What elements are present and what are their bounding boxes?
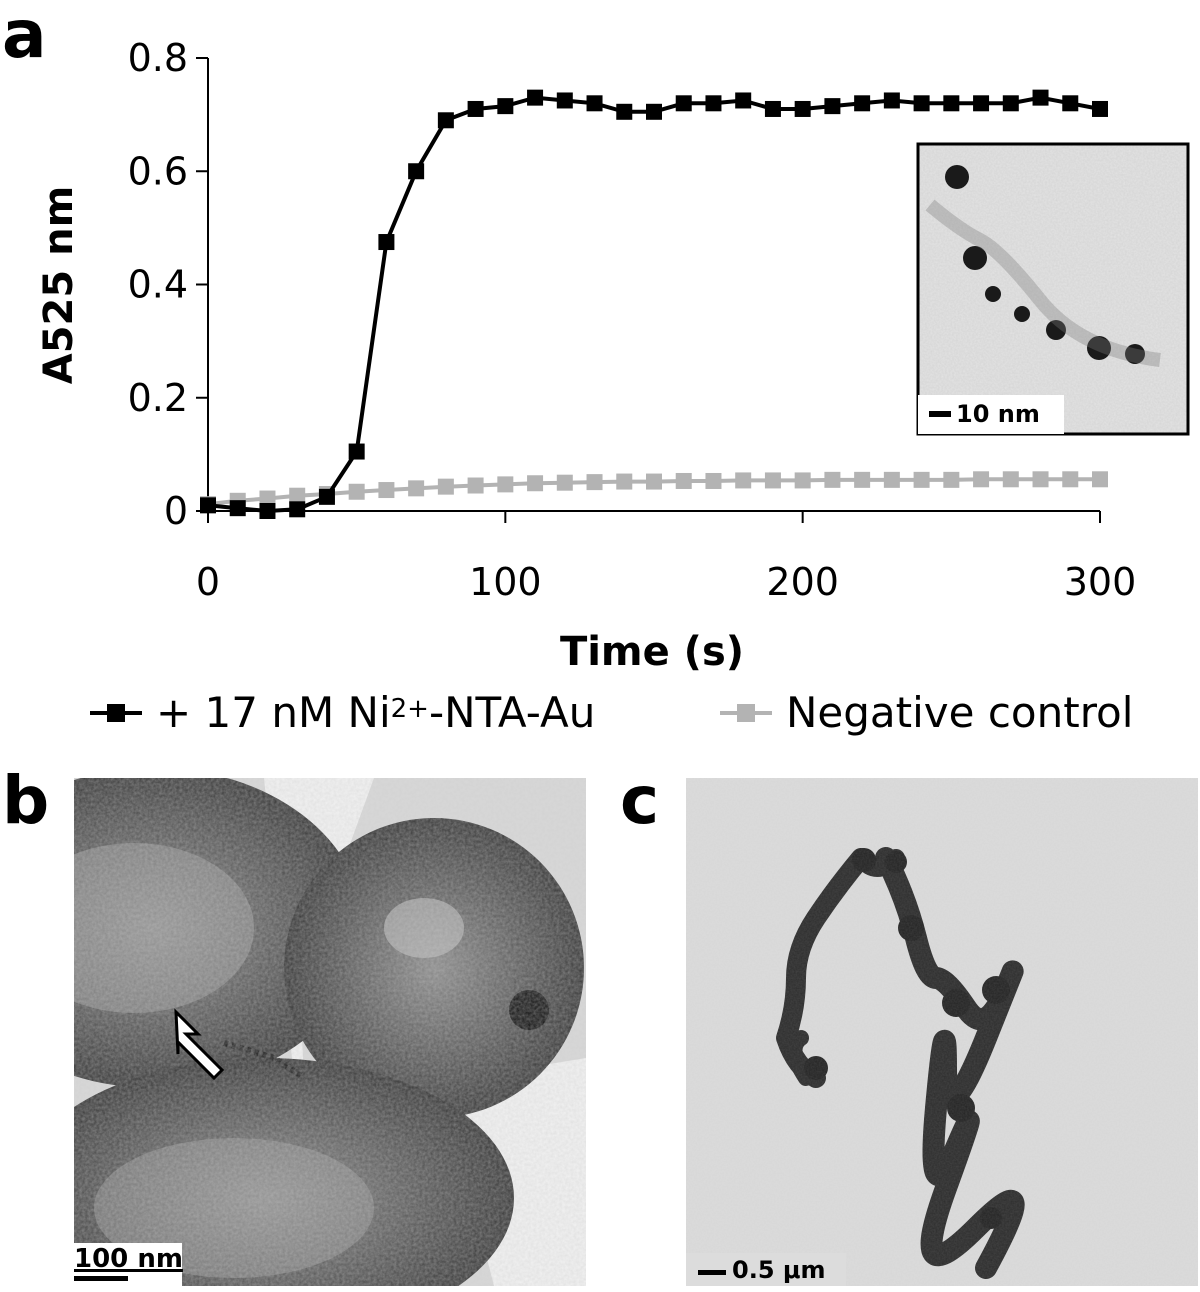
data-point [973, 471, 990, 488]
x-tick-label: 200 [766, 560, 839, 604]
data-point [646, 473, 662, 490]
data-point [883, 471, 900, 488]
legend-item-ni-nta-au: + 17 nM Ni 2+ -NTA-Au [90, 688, 595, 737]
data-point [527, 475, 544, 492]
y-tick-label: 0.4 [128, 263, 188, 307]
data-point [794, 100, 811, 117]
arrow-icon [174, 1008, 225, 1081]
data-point [289, 501, 306, 518]
inset-scale-label: 10 nm [956, 400, 1040, 428]
x-tick-label: 100 [469, 560, 542, 604]
chart-legend: + 17 nM Ni 2+ -NTA-Au Negative control [90, 688, 1190, 748]
data-point [556, 474, 573, 491]
data-point [675, 95, 692, 112]
data-point [1092, 100, 1108, 117]
data-point [467, 100, 484, 117]
data-point [378, 234, 395, 251]
data-point [913, 95, 930, 112]
data-point [1032, 89, 1049, 106]
data-point [794, 472, 811, 489]
data-point [735, 472, 752, 489]
data-point [824, 98, 841, 115]
data-point [705, 472, 722, 489]
panel-letter-c: c [620, 762, 660, 839]
panel-letter-b: b [2, 762, 50, 839]
y-tick-label: 0 [164, 489, 188, 533]
data-point [1002, 95, 1019, 112]
data-point [943, 471, 960, 488]
legend-swatch-grey [720, 703, 772, 722]
data-point [497, 476, 514, 493]
data-point [854, 95, 871, 112]
data-point [437, 112, 454, 129]
x-tick-label: 0 [196, 560, 220, 604]
data-point [943, 95, 960, 112]
panel-c-tem-image: 0.5 μm [686, 778, 1198, 1286]
legend-label-suffix: -NTA-Au [428, 688, 596, 737]
y-tick-label: 0.8 [128, 36, 188, 80]
data-point [229, 500, 246, 517]
data-point [289, 487, 306, 504]
y-tick-label: 0.6 [128, 149, 188, 193]
panel-b-scale-label: 100 nm [74, 1244, 183, 1274]
data-point [497, 98, 514, 115]
legend-label-sup: 2+ [390, 693, 429, 724]
data-point [913, 471, 930, 488]
data-point [854, 471, 871, 488]
series-negative-control [200, 471, 1108, 513]
data-point [735, 92, 752, 109]
data-point [556, 92, 573, 109]
data-point [348, 483, 365, 500]
data-point [824, 471, 841, 488]
data-point [764, 100, 781, 117]
data-point [764, 472, 781, 489]
inset-tem-image: 10 nm [916, 142, 1190, 436]
data-point [1062, 95, 1079, 112]
chart-series [200, 89, 1108, 519]
data-point [883, 92, 900, 109]
x-tick-label: 300 [1064, 560, 1137, 604]
series-ni-nta-au [200, 89, 1108, 519]
data-point [1062, 471, 1079, 488]
data-point [378, 482, 395, 499]
panel-letter-a: a [2, 0, 47, 73]
legend-item-negative-control: Negative control [720, 688, 1133, 737]
data-point [259, 503, 276, 519]
data-point [318, 488, 335, 505]
panel-b-tem-image: 100 nm [74, 778, 586, 1286]
data-point [1032, 471, 1049, 488]
data-point [348, 443, 365, 460]
panel-c-scale-label: 0.5 μm [732, 1256, 826, 1284]
y-tick-label: 0.2 [128, 376, 188, 420]
data-point [408, 480, 425, 497]
absorbance-chart: 0 0.2 0.4 0.6 0.8 0 100 200 300 Time (s) A525 nm… [36, 36, 1190, 675]
data-point [437, 478, 454, 495]
data-point [1092, 471, 1108, 488]
data-point [646, 103, 662, 120]
y-axis-title: A525 nm [36, 186, 82, 385]
data-point [200, 497, 216, 514]
data-point [527, 89, 544, 106]
data-point [973, 95, 990, 112]
legend-swatch-black [90, 703, 142, 722]
data-point [467, 477, 484, 494]
data-point [616, 473, 633, 490]
data-point [408, 163, 425, 180]
chart-ticks: 0 0.2 0.4 0.6 0.8 0 100 200 300 [128, 36, 1137, 604]
data-point [586, 95, 603, 112]
x-axis-title: Time (s) [560, 629, 744, 675]
data-point [705, 95, 722, 112]
legend-label-prefix: + 17 nM Ni [156, 688, 391, 737]
data-point [675, 472, 692, 489]
legend-label-negative-control: Negative control [786, 688, 1134, 737]
data-point [259, 490, 276, 507]
data-point [1002, 471, 1019, 488]
data-point [586, 474, 603, 491]
data-point [616, 103, 633, 120]
